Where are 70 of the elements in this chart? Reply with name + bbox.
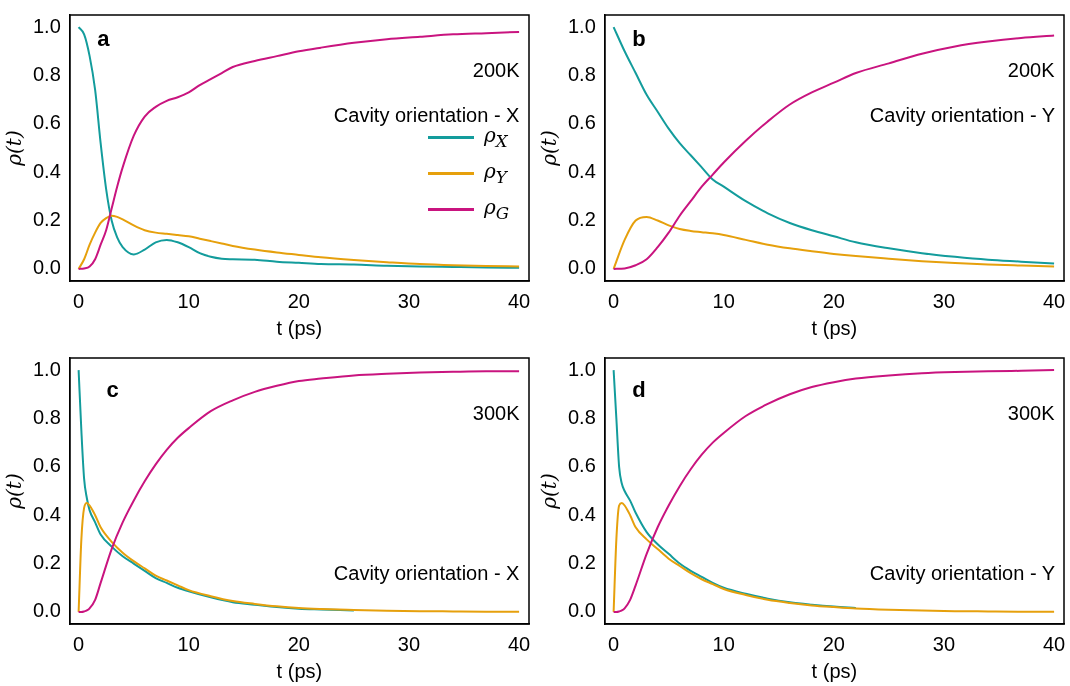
annotation: d	[632, 377, 646, 403]
annotation: Cavity orientation - Y	[869, 104, 1056, 127]
y-tick-label: 0.0	[32, 256, 61, 279]
y-tick-label: 0.2	[567, 208, 596, 231]
annotation: 200K	[1007, 59, 1055, 82]
x-tick-label: 20	[822, 632, 845, 655]
y-tick-label: 1.0	[32, 357, 61, 380]
y-tick-label: 0.8	[567, 62, 596, 85]
x-tick-label: 40	[1042, 632, 1066, 655]
x-tick-label: 0	[608, 289, 620, 312]
annotation: Cavity orientation - X	[333, 561, 520, 584]
x-axis-title: t (ps)	[276, 659, 323, 682]
y-tick-label: 0.8	[32, 62, 61, 85]
y-tick-label: 0.0	[32, 599, 61, 622]
x-tick-label: 20	[287, 632, 310, 655]
x-axis-title: t (ps)	[811, 316, 858, 339]
y-tick-label: 1.0	[567, 14, 596, 37]
y-tick-label: 0.8	[567, 405, 596, 428]
line-series	[77, 370, 521, 613]
line-series	[77, 502, 521, 613]
x-tick-label: 10	[177, 632, 200, 655]
y-tick-label: 0.0	[567, 256, 596, 279]
y-tick-label: 0.4	[32, 502, 61, 525]
y-tick-label: 0.6	[32, 454, 61, 477]
line-series	[612, 502, 1056, 613]
y-tick-label: 0.4	[32, 159, 61, 182]
annotation: b	[632, 26, 646, 52]
y-tick-label: 0.6	[567, 454, 596, 477]
y-tick-label: 0.4	[567, 502, 596, 525]
x-tick-label: 0	[73, 289, 85, 312]
annotation: c	[106, 377, 119, 403]
x-tick-label: 40	[507, 632, 531, 655]
line-series	[612, 215, 1056, 270]
x-tick-label: 10	[177, 289, 200, 312]
line-series	[612, 369, 1056, 613]
annotation: 300K	[1007, 402, 1055, 425]
x-tick-label: 20	[287, 289, 310, 312]
annotation: 200K	[472, 59, 520, 82]
y-tick-label: 0.6	[567, 111, 596, 134]
x-axis-title: t (ps)	[811, 659, 858, 682]
y-axis-title: ρ(t)	[537, 130, 562, 167]
x-axis-title: t (ps)	[276, 316, 323, 339]
x-tick-label: 10	[712, 289, 735, 312]
annotation: a	[97, 26, 110, 52]
x-tick-label: 30	[932, 632, 956, 655]
y-axis-title: ρ(t)	[537, 473, 562, 510]
legend-label: ρ$_{G}$	[484, 195, 510, 223]
y-tick-label: 0.8	[32, 405, 61, 428]
annotation: 300K	[472, 402, 520, 425]
x-tick-label: 40	[1042, 289, 1066, 312]
y-tick-label: 0.0	[567, 599, 596, 622]
annotation: Cavity orientation - Y	[869, 561, 1056, 584]
y-tick-label: 1.0	[32, 14, 61, 37]
y-tick-label: 0.2	[32, 551, 61, 574]
y-tick-label: 0.4	[567, 159, 596, 182]
x-tick-label: 10	[712, 632, 735, 655]
x-tick-label: 20	[822, 289, 845, 312]
y-tick-label: 0.2	[567, 551, 596, 574]
y-axis-title: ρ(t)	[2, 473, 27, 510]
y-tick-label: 0.2	[32, 208, 61, 231]
y-axis-title: ρ(t)	[2, 130, 27, 167]
x-tick-label: 30	[932, 289, 956, 312]
x-tick-label: 40	[507, 289, 531, 312]
x-tick-label: 0	[608, 632, 620, 655]
y-tick-label: 0.6	[32, 111, 61, 134]
y-tick-label: 1.0	[567, 357, 596, 380]
x-tick-label: 30	[397, 632, 421, 655]
x-tick-label: 0	[73, 632, 85, 655]
legend-label: ρ$_{Y}$	[484, 159, 507, 187]
x-tick-label: 30	[397, 289, 421, 312]
